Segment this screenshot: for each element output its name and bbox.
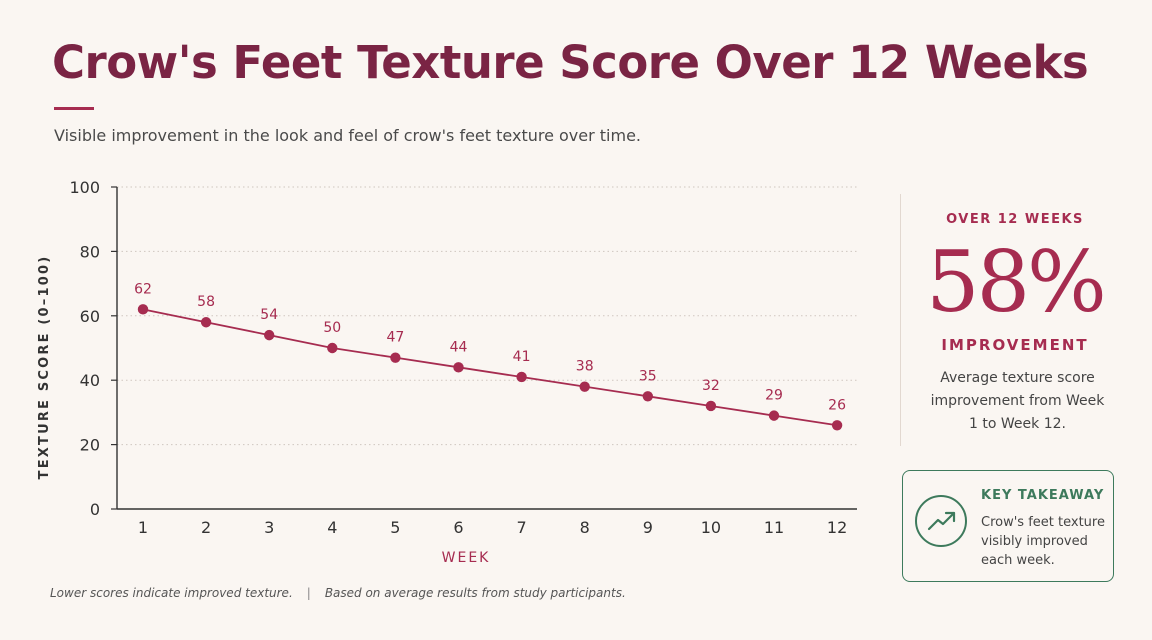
data-label: 47 xyxy=(386,330,404,346)
kpi-label: OVER 12 WEEKS xyxy=(946,212,1084,227)
y-tick-label: 20 xyxy=(80,436,100,455)
data-point xyxy=(264,329,275,341)
data-point xyxy=(137,304,149,315)
x-tick-label: 10 xyxy=(701,518,721,537)
data-point xyxy=(642,391,653,402)
x-tick-label: 6 xyxy=(453,518,463,537)
data-point xyxy=(831,420,843,431)
data-point xyxy=(390,352,401,363)
key-takeaway-card: KEY TAKEAWAY Crow's feet texture visibly… xyxy=(902,470,1114,582)
data-label: 38 xyxy=(576,359,594,375)
data-point xyxy=(768,410,780,421)
data-label: 35 xyxy=(639,368,657,384)
page-subtitle: Visible improvement in the look and feel… xyxy=(54,126,642,145)
x-axis-title: WEEK xyxy=(442,550,491,566)
series-line xyxy=(142,308,838,427)
data-point xyxy=(705,400,717,412)
kpi-caption: IMPROVEMENT xyxy=(941,336,1089,354)
y-tick-label: 100 xyxy=(69,178,100,197)
y-tick-label: 60 xyxy=(80,307,100,326)
kpi-description: Average texture score improvement from W… xyxy=(930,370,1105,432)
x-tick-label: 5 xyxy=(390,518,400,537)
x-tick-label: 3 xyxy=(264,518,274,537)
data-label: 44 xyxy=(450,339,468,355)
y-tick-label: 40 xyxy=(80,371,100,390)
data-point xyxy=(516,371,527,383)
kpi-value: 58% xyxy=(926,233,1107,331)
data-label: 62 xyxy=(134,281,152,297)
title-underline xyxy=(54,107,94,110)
data-label: 29 xyxy=(765,388,783,404)
data-label: 50 xyxy=(323,320,341,336)
data-label: 54 xyxy=(260,307,278,323)
y-tick-label: 0 xyxy=(90,500,100,519)
trending-up-icon xyxy=(915,495,967,547)
x-tick-label: 2 xyxy=(201,518,211,537)
footer-note-left: Lower scores indicate improved texture. xyxy=(50,586,293,600)
data-point xyxy=(453,362,464,373)
footer-separator: | xyxy=(306,586,311,600)
data-point xyxy=(200,317,212,328)
y-tick-label: 80 xyxy=(80,242,100,261)
takeaway-title: KEY TAKEAWAY xyxy=(981,488,1105,503)
x-tick-label: 9 xyxy=(643,518,653,537)
data-label: 26 xyxy=(828,397,846,413)
x-tick-label: 12 xyxy=(827,518,847,537)
x-tick-label: 1 xyxy=(138,518,148,537)
data-label: 41 xyxy=(513,349,531,365)
x-tick-label: 4 xyxy=(327,518,337,537)
footer-notes: Lower scores indicate improved texture. |… xyxy=(50,586,626,600)
y-axis-title: TEXTURE SCORE (0–100) xyxy=(37,255,52,480)
x-tick-label: 11 xyxy=(764,518,784,537)
page-title: Crow's Feet Texture Score Over 12 Weeks xyxy=(52,36,1089,89)
data-label: 32 xyxy=(702,378,720,394)
data-label: 58 xyxy=(197,294,215,310)
x-tick-label: 7 xyxy=(517,518,527,537)
takeaway-body: Crow's feet texture visibly improved eac… xyxy=(981,515,1105,568)
data-point xyxy=(579,381,590,392)
data-point xyxy=(327,342,338,354)
panel-divider xyxy=(900,194,901,446)
footer-note-right: Based on average results from study part… xyxy=(324,586,626,600)
x-tick-label: 8 xyxy=(580,518,590,537)
